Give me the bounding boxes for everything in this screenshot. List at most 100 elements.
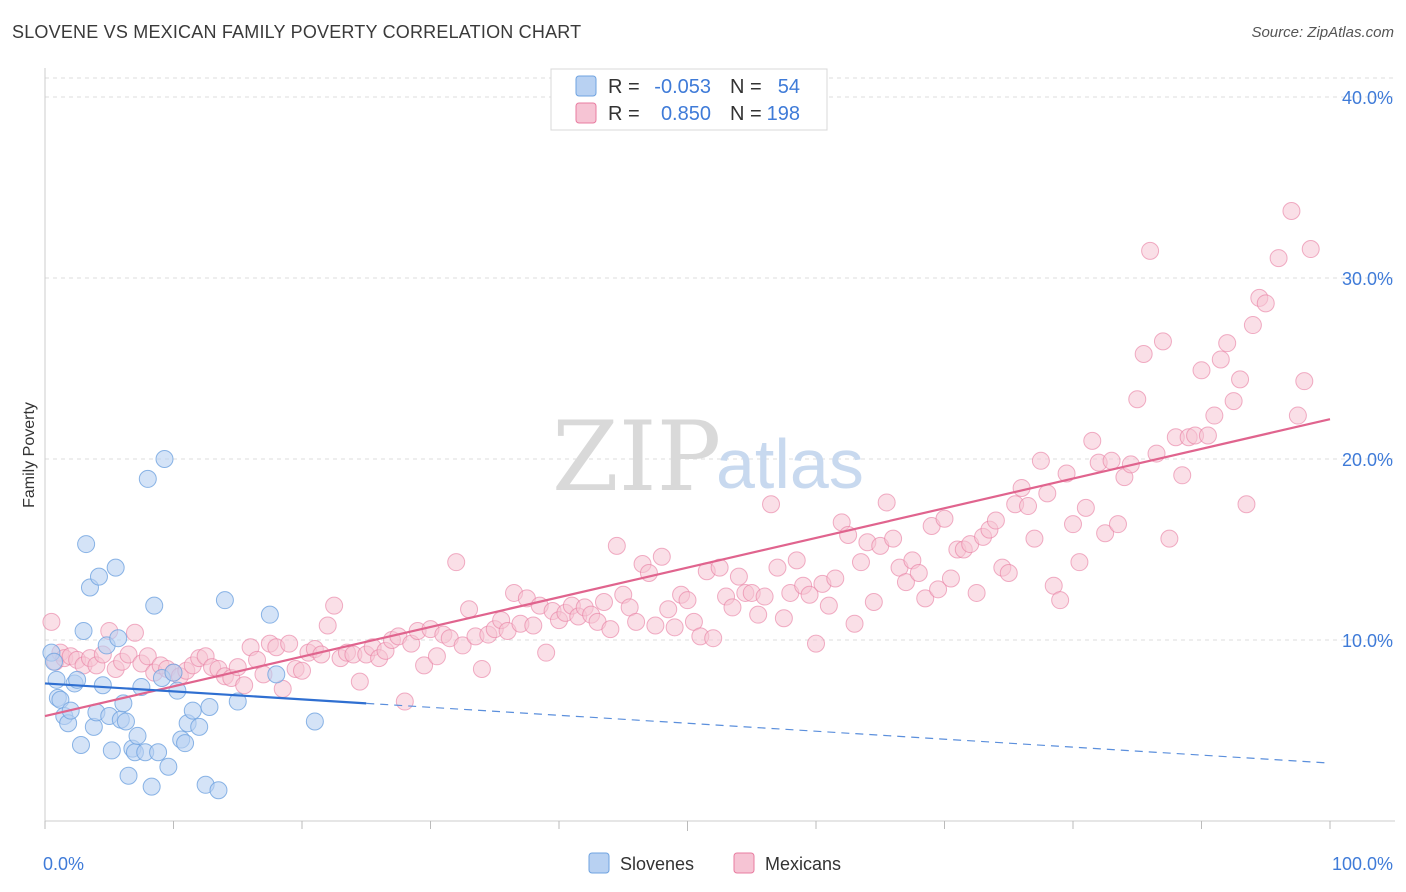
mexicans-point (453, 636, 472, 655)
mexicans-point (1231, 370, 1250, 389)
mexicans-point (1064, 515, 1082, 534)
mexicans-point (851, 553, 870, 572)
mexicans-point (293, 661, 311, 680)
mexicans-point (1269, 249, 1288, 268)
mexicans-point (627, 612, 646, 631)
x-tick-labels: 0.0% 100.0% (43, 854, 1393, 874)
mexicans-point (1211, 350, 1230, 369)
mexicans-point (447, 553, 466, 572)
mexicans-point (800, 585, 819, 604)
mexicans-point (395, 692, 414, 711)
slovenes-point (77, 535, 96, 554)
slovenes-r-label: R = (608, 76, 640, 98)
mexicans-point (787, 551, 806, 570)
mexicans-point (1038, 484, 1057, 503)
mexicans-point (678, 591, 697, 610)
mexicans-point (1076, 498, 1095, 517)
mexicans-point (1288, 406, 1307, 425)
y-tick-label-40: 40.0% (1342, 88, 1393, 108)
slovenes-point (200, 697, 219, 716)
slovenes-point (183, 701, 202, 720)
mexicans-point (749, 605, 768, 624)
mexicans-point (704, 629, 723, 648)
slovenes-point (305, 712, 324, 731)
mexicans-point (723, 598, 742, 617)
mexicans-point (941, 569, 960, 588)
watermark: ZIP atlas (552, 401, 864, 513)
mexicans-point (877, 493, 896, 512)
mexicans-point (235, 676, 254, 695)
mexicans-point (774, 609, 793, 628)
watermark-atlas: atlas (716, 425, 864, 503)
axes (44, 68, 1395, 831)
mexicans-point (1218, 334, 1237, 353)
mexicans-swatch (575, 102, 597, 124)
mexicans-point (1198, 426, 1217, 445)
mexicans-point (1237, 495, 1256, 514)
mexicans-point (1295, 372, 1314, 391)
mexicans-point (916, 589, 935, 608)
mexicans-point (350, 672, 369, 691)
bottom-legend: Slovenes Mexicans (588, 852, 841, 874)
y-tick-labels: 10.0% 20.0% 30.0% 40.0% (1342, 88, 1393, 651)
stats-legend-box (550, 68, 828, 131)
mexicans-point (1173, 466, 1192, 485)
mexicans-point (884, 529, 903, 548)
mexicans-point (537, 643, 556, 662)
mexicans-point (601, 620, 620, 639)
mexicans-point (594, 592, 613, 611)
mexicans-trend-line (44, 418, 1331, 718)
slovenes-trend-line (44, 682, 367, 705)
mexicans-point (42, 612, 61, 631)
slovenes-point (159, 757, 178, 776)
mexicans-point (1025, 529, 1044, 548)
mexicans-point (665, 618, 684, 637)
mexicans-point (1128, 390, 1147, 409)
slovenes-point (109, 629, 128, 648)
mexicans-point (1102, 451, 1121, 470)
mexicans-point (864, 592, 883, 611)
slovenes-point (260, 605, 279, 624)
mexicans-point (524, 616, 543, 635)
y-tick-label-10: 10.0% (1342, 631, 1393, 651)
mexicans-point (325, 596, 344, 615)
slovenes-point (44, 652, 63, 671)
slovenes-point (93, 676, 112, 695)
watermark-zip: ZIP (552, 401, 721, 513)
slovenes-point (164, 663, 183, 682)
mexicans-point (755, 587, 774, 606)
mexicans-point (999, 564, 1018, 583)
slovenes-point (149, 743, 168, 762)
legend-mexicans-swatch (733, 852, 755, 874)
mexicans-point (768, 558, 787, 577)
mexicans-point (762, 495, 781, 514)
mexicans-point (729, 567, 748, 586)
mexicans-point (280, 634, 299, 653)
slovenes-point (74, 621, 93, 640)
slovenes-point (228, 692, 247, 711)
slovenes-swatch (575, 75, 597, 97)
mexicans-point (659, 600, 678, 619)
x-tick-label-0: 0.0% (43, 854, 84, 874)
mexicans-point (1057, 464, 1076, 483)
slovenes-point (71, 735, 90, 754)
stats-legend: R = -0.053 N = 54 R = 0.850 N = 198 (550, 68, 828, 131)
mexicans-point (1070, 553, 1089, 572)
chart-title: SLOVENE VS MEXICAN FAMILY POVERTY CORREL… (12, 22, 582, 42)
mexicans-point (1134, 345, 1153, 364)
mexicans-point (807, 634, 825, 653)
mexicans-point (1160, 529, 1179, 548)
mexicans-point (125, 623, 144, 642)
mexicans-point (1256, 294, 1275, 313)
mexicans-point (1031, 451, 1050, 470)
mexicans-point (318, 616, 337, 635)
mexicans-point (138, 647, 157, 666)
mexicans-point (652, 547, 671, 566)
y-tick-label-20: 20.0% (1342, 450, 1393, 470)
mexicans-point (935, 509, 954, 528)
slovenes-point (89, 567, 108, 586)
mexicans-point (1108, 515, 1127, 534)
mexicans-r-value: 0.850 (661, 103, 711, 125)
mexicans-point (909, 564, 928, 583)
